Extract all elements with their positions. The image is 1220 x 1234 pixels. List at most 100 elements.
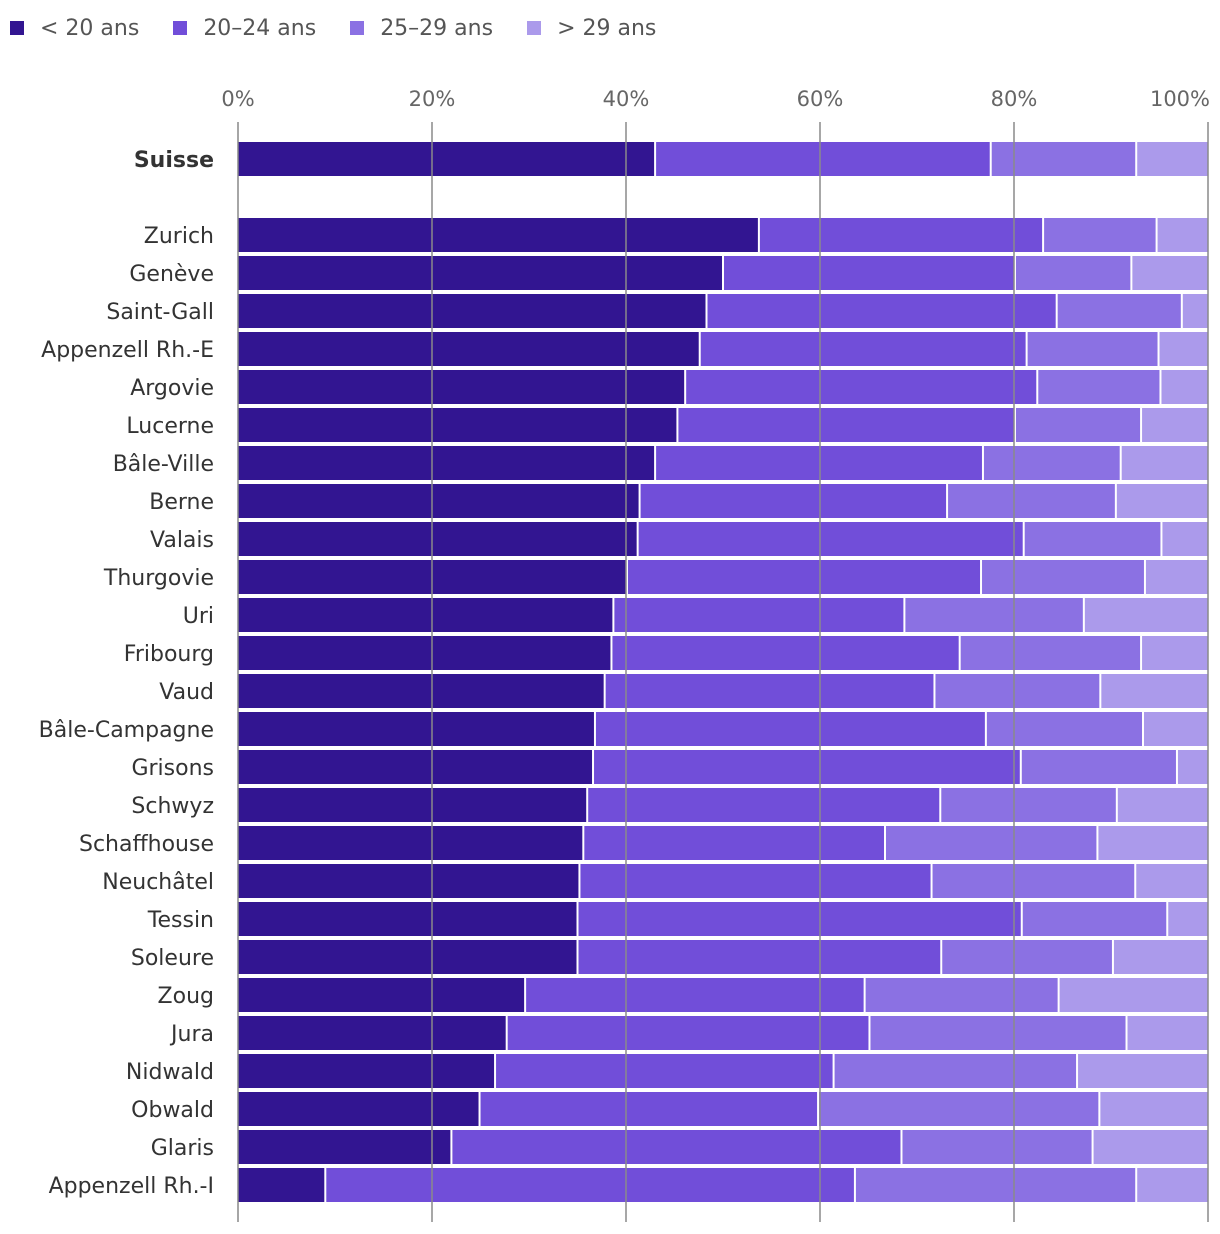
bar-segment-13-2: [985, 712, 1144, 746]
bar-segment-19-1: [577, 940, 942, 974]
bar-segment-24-1: [451, 1130, 902, 1164]
bar-segment-14-2: [1020, 750, 1177, 784]
legend-swatch-under-20: [10, 21, 24, 35]
bar-segment-6-2: [982, 446, 1121, 480]
bar-segment-20-2: [864, 978, 1059, 1012]
bar-segment-23-2: [818, 1092, 1100, 1126]
category-label-14: Grisons: [131, 756, 214, 781]
bar-segment-1-3: [1131, 256, 1208, 290]
bar-segment-21-2: [869, 1016, 1127, 1050]
bar-segment-5-0: [238, 408, 678, 442]
category-label-15: Schwyz: [131, 794, 214, 819]
bar-segment-25-2: [854, 1168, 1137, 1202]
bar-segment-13-0: [238, 712, 595, 746]
legend-label-25-29: 25–29 ans: [380, 15, 494, 41]
bar-segment-16-1: [583, 826, 885, 860]
category-label-19: Soleure: [131, 946, 214, 971]
bar-segment-23-0: [238, 1092, 480, 1126]
category-label-6: Bâle-Ville: [113, 452, 214, 477]
bar-segment-4-3: [1160, 370, 1208, 404]
legend-swatch-20-24: [173, 21, 188, 35]
category-label-10: Uri: [183, 604, 214, 629]
bar-segment-3-3: [1158, 332, 1208, 366]
bar-segment-10-3: [1083, 598, 1208, 632]
category-label-0: Zurich: [144, 224, 214, 249]
legend-label-under-20: < 20 ans: [40, 15, 140, 41]
bar-segment-12-1: [604, 674, 935, 708]
x-tick-label-4: 80%: [991, 87, 1038, 111]
bar-segment-20-0: [238, 978, 526, 1012]
bar-segment-6-1: [655, 446, 983, 480]
legend-item-under-20: < 20 ans: [10, 16, 139, 41]
bar-segment-0-0: [238, 218, 759, 252]
bar-segment-11-0: [238, 636, 612, 670]
bar-segment-7-1: [639, 484, 948, 518]
bar-segment-14-3: [1176, 750, 1208, 784]
bar-segment-22-3: [1077, 1054, 1208, 1088]
x-tick-label-1: 20%: [409, 87, 456, 111]
bar-segment-22-0: [238, 1054, 496, 1088]
legend-swatch-25-29: [350, 21, 365, 35]
category-label-16: Schaffhouse: [79, 832, 214, 857]
bar-segment-18-2: [1021, 902, 1168, 936]
bar-segment-16-0: [238, 826, 584, 860]
bar-segment-total-3: [1136, 142, 1208, 176]
bar-segment-20-3: [1058, 978, 1208, 1012]
category-label-23: Obwald: [131, 1098, 214, 1123]
bar-segment-total-0: [238, 142, 656, 176]
legend-label-20-24: 20–24 ans: [203, 15, 317, 41]
bar-segment-6-0: [238, 446, 656, 480]
bar-segment-24-0: [238, 1130, 452, 1164]
bar-segment-5-3: [1141, 408, 1208, 442]
category-label-7: Berne: [149, 490, 214, 515]
bar-segment-3-2: [1026, 332, 1159, 366]
bar-segment-8-1: [637, 522, 1024, 556]
bar-segment-18-1: [577, 902, 1022, 936]
legend-label-over-29: > 29 ans: [557, 15, 657, 41]
bar-segment-3-0: [238, 332, 700, 366]
bar-segment-8-0: [238, 522, 638, 556]
bar-segment-11-3: [1141, 636, 1208, 670]
bar-segment-23-3: [1099, 1092, 1208, 1126]
bar-segment-13-3: [1143, 712, 1208, 746]
bar-segment-0-2: [1043, 218, 1157, 252]
bar-segment-10-2: [904, 598, 1084, 632]
bar-segment-8-3: [1161, 522, 1208, 556]
bar-segment-17-2: [931, 864, 1136, 898]
bar-segment-25-1: [325, 1168, 855, 1202]
bar-segment-22-2: [833, 1054, 1078, 1088]
bar-segment-0-3: [1156, 218, 1208, 252]
bar-segment-7-3: [1115, 484, 1208, 518]
category-label-20: Zoug: [158, 984, 214, 1009]
category-label-total: Suisse: [134, 148, 214, 173]
bar-segment-14-1: [593, 750, 1021, 784]
bar-segment-21-1: [506, 1016, 870, 1050]
category-label-3: Appenzell Rh.-E: [41, 338, 214, 363]
x-tick-label-5: 100%: [1150, 87, 1210, 111]
bar-segment-0-1: [758, 218, 1044, 252]
bar-segment-13-1: [594, 712, 986, 746]
category-label-4: Argovie: [130, 376, 214, 401]
category-label-8: Valais: [150, 528, 214, 553]
legend-item-over-29: > 29 ans: [527, 16, 656, 41]
chart-legend: < 20 ans 20–24 ans 25–29 ans > 29 ans: [10, 12, 690, 44]
category-label-24: Glaris: [151, 1136, 214, 1161]
bar-segment-12-2: [934, 674, 1101, 708]
bar-segment-15-3: [1116, 788, 1208, 822]
bar-segment-1-2: [1014, 256, 1132, 290]
bar-segment-2-3: [1181, 294, 1208, 328]
bar-segment-15-2: [940, 788, 1117, 822]
bar-segment-5-1: [677, 408, 1015, 442]
category-label-18: Tessin: [147, 908, 214, 933]
bar-segment-3-1: [699, 332, 1027, 366]
bar-segment-5-2: [1014, 408, 1142, 442]
bar-segment-2-1: [706, 294, 1057, 328]
bar-segment-1-0: [238, 256, 723, 290]
bar-segment-17-3: [1135, 864, 1208, 898]
bar-segment-25-0: [238, 1168, 326, 1202]
bar-segment-24-3: [1092, 1130, 1208, 1164]
bar-segment-11-1: [611, 636, 960, 670]
category-label-25: Appenzell Rh.-I: [49, 1174, 214, 1199]
bar-segment-17-0: [238, 864, 580, 898]
